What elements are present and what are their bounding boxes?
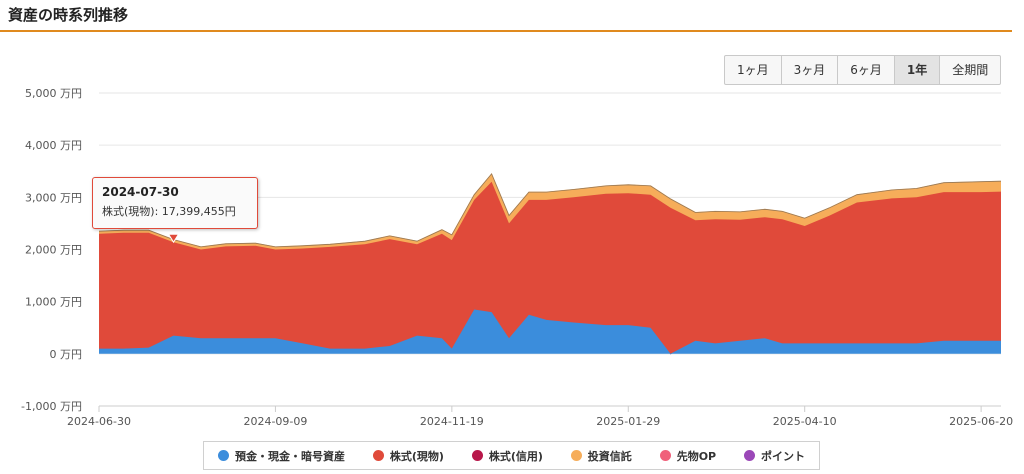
- range-button-all[interactable]: 全期間: [952, 63, 989, 77]
- y-tick-label: 2,000 万円: [25, 244, 82, 257]
- y-tick-label: 0 万円: [50, 348, 83, 361]
- legend-label: ポイント: [761, 449, 806, 463]
- legend-label: 先物OP: [676, 449, 717, 463]
- x-tick-label: 2024-06-30: [67, 415, 131, 428]
- legend-item-fund[interactable]: 投資信託: [570, 448, 632, 464]
- legend-swatch: [659, 450, 671, 461]
- section-header: 資産の時系列推移: [0, 0, 1012, 32]
- legend-item-cash[interactable]: 預金・現金・暗号資産: [217, 448, 345, 464]
- legend-swatch: [744, 450, 756, 461]
- range-button-6m[interactable]: 6ヶ月: [838, 56, 895, 84]
- range-button-1m[interactable]: 1ヶ月: [725, 56, 782, 84]
- y-tick-label: 3,000 万円: [25, 191, 82, 204]
- area-series-1: [99, 181, 1001, 354]
- legend-swatch: [217, 450, 229, 461]
- legend-label: 投資信託: [587, 449, 632, 463]
- chart-tooltip: 2024-07-30 株式(現物): 17,399,455円: [92, 177, 258, 229]
- x-tick-label: 2024-11-19: [420, 415, 484, 428]
- range-button-1y[interactable]: 1年: [894, 56, 941, 84]
- legend-label: 株式(現物): [389, 449, 444, 463]
- y-tick-label: 5,000 万円: [25, 87, 82, 100]
- x-tick-label: 2025-04-10: [773, 415, 837, 428]
- x-tick-label: 2025-01-29: [596, 415, 660, 428]
- legend-item-futures[interactable]: 先物OP: [659, 448, 717, 464]
- area-series-0: [99, 309, 1001, 354]
- y-tick-label: -1,000 万円: [21, 400, 82, 413]
- tooltip-pointer: [167, 233, 180, 244]
- chart-legend: 預金・現金・暗号資産 株式(現物) 株式(信用) 投資信託 先物OP ポイント: [203, 441, 820, 470]
- y-tick-label: 4,000 万円: [25, 139, 82, 152]
- legend-label: 株式(信用): [488, 449, 543, 463]
- tooltip-date: 2024-07-30: [102, 185, 179, 199]
- legend-swatch: [372, 450, 384, 461]
- legend-swatch: [471, 450, 483, 461]
- range-button-3m[interactable]: 3ヶ月: [782, 56, 839, 84]
- y-tick-label: 1,000 万円: [25, 296, 82, 309]
- legend-label: 預金・現金・暗号資産: [234, 449, 345, 463]
- legend-item-stock-spot[interactable]: 株式(現物): [372, 448, 444, 464]
- x-tick-label: 2024-09-09: [243, 415, 307, 428]
- legend-item-points[interactable]: ポイント: [744, 448, 805, 464]
- x-tick-label: 2025-06-20: [949, 415, 1013, 428]
- tooltip-value: 株式(現物): 17,399,455円: [102, 205, 236, 218]
- section-title: 資産の時系列推移: [8, 6, 129, 24]
- total-outline: [98, 173, 1002, 248]
- legend-swatch: [570, 450, 582, 461]
- legend-item-stock-margin[interactable]: 株式(信用): [471, 448, 543, 464]
- range-selector: 1ヶ月 3ヶ月 6ヶ月 1年 全期間: [724, 55, 1002, 85]
